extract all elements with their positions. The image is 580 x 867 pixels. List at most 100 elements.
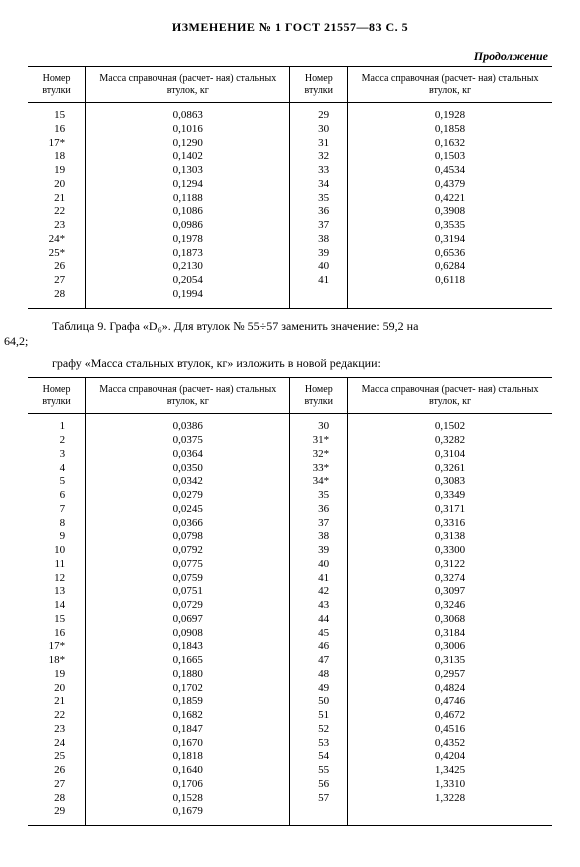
cell-massa-right: 0,3194 [348, 233, 552, 247]
cell-nomer-left: 17* [28, 640, 86, 654]
cell-massa-right: 0,4824 [348, 682, 552, 696]
cell-nomer-left: 23 [28, 723, 86, 737]
cell-massa-left: 0,1665 [86, 654, 290, 668]
cell-nomer-right: 56 [290, 778, 348, 792]
cell-massa-right: 0,3171 [348, 503, 552, 517]
table-row: 260,1640551,3425 [28, 764, 552, 778]
cell-massa-left: 0,1290 [86, 137, 290, 151]
cell-massa-left: 0,0863 [86, 103, 290, 123]
cell-massa-left: 0,0279 [86, 489, 290, 503]
table-row: 200,1702490,4824 [28, 682, 552, 696]
table-row: 280,1528571,3228 [28, 792, 552, 806]
cell-nomer-left: 20 [28, 178, 86, 192]
th-nomer-left: Номер втулки [28, 67, 86, 103]
cell-massa-left: 0,0729 [86, 599, 290, 613]
cell-massa-left: 0,1086 [86, 205, 290, 219]
cell-nomer-right: 32 [290, 150, 348, 164]
table-row: 80,0366370,3316 [28, 517, 552, 531]
cell-massa-right: 0,2957 [348, 668, 552, 682]
cell-massa-left: 0,1994 [86, 288, 290, 308]
cell-nomer-left: 9 [28, 530, 86, 544]
table-row: 270,1706561,3310 [28, 778, 552, 792]
cell-nomer-right [290, 288, 348, 308]
table-row: 24*0,1978380,3194 [28, 233, 552, 247]
mid-text-1a: Таблица 9. Графа «D₆». Для втулок № 55÷5… [52, 319, 418, 333]
table-row: 120,0759410,3274 [28, 572, 552, 586]
cell-nomer-left: 2 [28, 434, 86, 448]
cell-nomer-left: 21 [28, 695, 86, 709]
cell-massa-left: 0,1188 [86, 192, 290, 206]
cell-nomer-left: 6 [28, 489, 86, 503]
cell-massa-right: 1,3310 [348, 778, 552, 792]
cell-massa-left: 0,1679 [86, 805, 290, 825]
cell-nomer-right: 41 [290, 274, 348, 288]
table-1: Номер втулки Масса справочная (расчет- н… [28, 66, 552, 309]
cell-nomer-left: 24 [28, 737, 86, 751]
cell-nomer-right: 57 [290, 792, 348, 806]
cell-massa-left: 0,1670 [86, 737, 290, 751]
cell-nomer-left: 3 [28, 448, 86, 462]
cell-nomer-right: 30 [290, 123, 348, 137]
th2-massa-right: Масса справочная (расчет- ная) стальных … [348, 378, 552, 414]
cell-massa-left: 0,1702 [86, 682, 290, 696]
cell-massa-right: 0,3006 [348, 640, 552, 654]
th2-nomer-right: Номер втулки [290, 378, 348, 414]
cell-nomer-left: 15 [28, 103, 86, 123]
cell-nomer-left: 16 [28, 123, 86, 137]
cell-nomer-right: 53 [290, 737, 348, 751]
cell-nomer-right: 52 [290, 723, 348, 737]
cell-nomer-left: 25* [28, 247, 86, 261]
cell-massa-left: 0,1682 [86, 709, 290, 723]
cell-massa-right: 0,4204 [348, 750, 552, 764]
table-row: 17*0,1843460,3006 [28, 640, 552, 654]
th-massa-right: Масса справочная (расчет- ная) стальных … [348, 67, 552, 103]
cell-nomer-right: 45 [290, 627, 348, 641]
cell-nomer-right: 38 [290, 530, 348, 544]
cell-nomer-right [290, 805, 348, 825]
cell-nomer-left: 4 [28, 462, 86, 476]
cell-massa-right: 0,1502 [348, 414, 552, 434]
cell-massa-right: 0,6118 [348, 274, 552, 288]
cell-nomer-right: 35 [290, 489, 348, 503]
table-row: 210,1859500,4746 [28, 695, 552, 709]
cell-nomer-left: 12 [28, 572, 86, 586]
cell-nomer-right: 38 [290, 233, 348, 247]
cell-massa-left: 0,0245 [86, 503, 290, 517]
cell-massa-right: 0,3349 [348, 489, 552, 503]
cell-nomer-left: 29 [28, 805, 86, 825]
cell-nomer-left: 24* [28, 233, 86, 247]
cell-massa-left: 0,0375 [86, 434, 290, 448]
th-nomer-right: Номер втулки [290, 67, 348, 103]
cell-nomer-right: 49 [290, 682, 348, 696]
cell-massa-left: 0,1640 [86, 764, 290, 778]
cell-nomer-left: 14 [28, 599, 86, 613]
cell-massa-left: 0,0759 [86, 572, 290, 586]
table-row: 230,0986370,3535 [28, 219, 552, 233]
table-row: 17*0,1290310,1632 [28, 137, 552, 151]
cell-massa-right: 0,3083 [348, 475, 552, 489]
cell-nomer-right: 40 [290, 260, 348, 274]
cell-massa-right: 0,3908 [348, 205, 552, 219]
cell-massa-left: 0,1859 [86, 695, 290, 709]
table-row: 150,0863290,1928 [28, 103, 552, 123]
table-row: 210,1188350,4221 [28, 192, 552, 206]
cell-nomer-right: 36 [290, 503, 348, 517]
cell-massa-right: 0,4516 [348, 723, 552, 737]
cell-massa-right: 0,3274 [348, 572, 552, 586]
table-row: 250,1818540,4204 [28, 750, 552, 764]
mid-text-2: графу «Масса стальных втулок, кг» изложи… [28, 356, 552, 372]
table-row: 90,0798380,3138 [28, 530, 552, 544]
cell-nomer-right: 31* [290, 434, 348, 448]
table-row: 200,1294340,4379 [28, 178, 552, 192]
cell-massa-right: 0,3300 [348, 544, 552, 558]
cell-nomer-right: 48 [290, 668, 348, 682]
cell-massa-left: 0,0908 [86, 627, 290, 641]
cell-nomer-left: 10 [28, 544, 86, 558]
cell-nomer-left: 22 [28, 205, 86, 219]
table-row: 150,0697440,3068 [28, 613, 552, 627]
table-row: 70,0245360,3171 [28, 503, 552, 517]
cell-massa-left: 0,1528 [86, 792, 290, 806]
cell-massa-right: 0,4352 [348, 737, 552, 751]
table-row: 60,0279350,3349 [28, 489, 552, 503]
cell-massa-left: 0,0350 [86, 462, 290, 476]
